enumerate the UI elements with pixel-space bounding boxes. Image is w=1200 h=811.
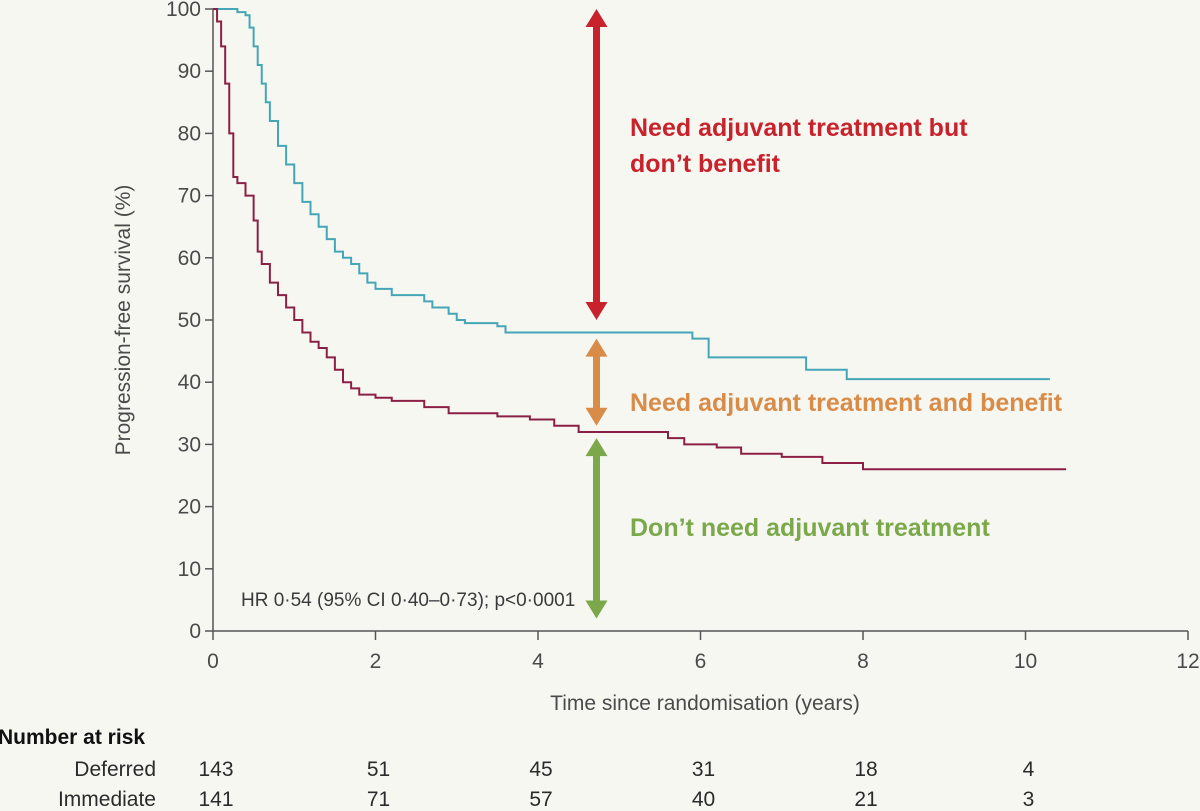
annotation-line: don’t benefit [630,150,781,178]
y-tick-label: 60 [178,247,201,270]
annotation-label-3: Don’t need adjuvant treatment [630,514,990,542]
x-tick-label: 2 [370,650,382,673]
y-tick-label: 90 [178,60,201,83]
survival-curves [213,8,1067,471]
risk-value: 31 [692,758,715,781]
x-tick-label: 10 [1014,650,1037,673]
survival-curve-1 [213,8,1050,381]
risk-value: 143 [198,758,233,781]
y-tick-label: 40 [178,371,201,394]
double-arrow-3 [585,438,608,619]
x-axis-label: Time since randomisation (years) [550,692,860,715]
double-arrow-2 [585,338,608,426]
risk-value: 21 [854,788,877,811]
x-tick-label: 4 [532,650,544,673]
risk-value: 40 [692,788,715,811]
annotation-line: Need adjuvant treatment and benefit [630,389,1063,417]
x-tick-label: 0 [207,650,219,673]
y-axis-label: Progression-free survival (%) [112,185,135,456]
annotation-line: Need adjuvant treatment but [630,114,968,142]
y-tick-label: 80 [178,122,201,145]
hazard-ratio-text: HR 0·54 (95% CI 0·40–0·73); p<0·0001 [241,590,575,611]
y-tick-label: 20 [178,496,201,519]
y-tick-label: 10 [178,558,201,581]
double-arrow-1 [585,9,608,320]
arrow-head-up [585,338,608,357]
y-tick-label: 100 [166,0,201,21]
risk-value: 3 [1023,788,1035,811]
arrow-head-down [585,302,608,320]
risk-value: 71 [367,788,390,811]
chart-axes: 0 10 20 30 40 50 60 70 80 90 100 0 2 4 6 8 10 12 [166,0,1200,673]
risk-value: 51 [367,758,390,781]
annotation-label-1: Need adjuvant treatment but don’t benefit [630,114,968,178]
risk-value: 141 [198,788,233,811]
risk-table-header: Number at risk [0,726,145,749]
annotation-labels: Need adjuvant treatment but don’t benefit… [630,114,1063,542]
y-tick-label: 50 [178,309,201,332]
risk-value: 45 [529,758,552,781]
risk-value: 18 [854,758,877,781]
survival-curve-2 [213,8,1067,471]
annotation-arrows [585,9,608,619]
y-tick-label: 30 [178,433,201,456]
annotation-label-2: Need adjuvant treatment and benefit [630,389,1063,417]
annotation-line: Don’t need adjuvant treatment [630,514,990,542]
number-at-risk-table: Number at risk Deferred 143 51 45 31 18 4 Immed… [0,726,1035,811]
risk-row-label: Deferred [74,758,156,781]
risk-value: 4 [1023,758,1035,781]
arrow-head-up [585,438,608,457]
y-tick-label: 70 [178,185,201,208]
x-tick-label: 8 [857,650,869,673]
x-tick-label: 6 [695,650,707,673]
risk-row-label: Immediate [58,788,156,811]
arrow-head-down [585,600,608,619]
arrow-head-up [585,9,608,27]
x-tick-label: 12 [1176,650,1199,673]
arrow-head-down [585,407,608,426]
y-tick-label: 0 [189,620,201,643]
risk-value: 57 [529,788,552,811]
